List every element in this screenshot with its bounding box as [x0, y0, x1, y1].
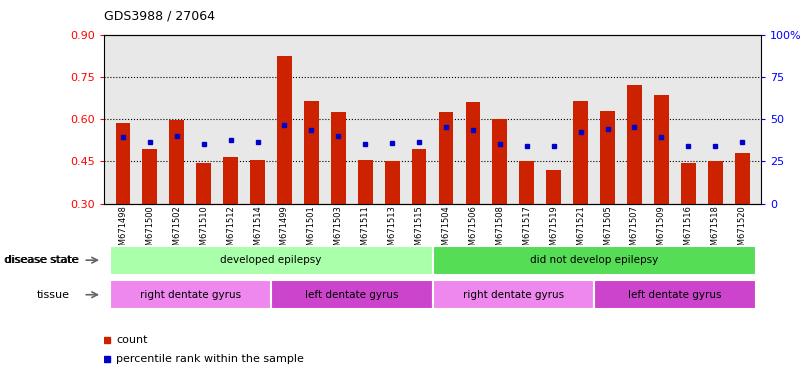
Bar: [433, 246, 755, 275]
Bar: [493, 119, 507, 204]
Bar: [412, 149, 426, 204]
Bar: [439, 112, 453, 204]
Bar: [277, 56, 292, 204]
Bar: [143, 149, 157, 204]
Bar: [169, 121, 184, 204]
Text: tissue: tissue: [37, 290, 70, 300]
Bar: [271, 280, 433, 309]
Bar: [654, 95, 669, 204]
Text: GDS3988 / 27064: GDS3988 / 27064: [104, 10, 215, 23]
Bar: [433, 280, 594, 309]
Text: disease state: disease state: [6, 255, 79, 265]
Bar: [331, 112, 346, 204]
Bar: [519, 161, 534, 204]
Bar: [546, 170, 561, 204]
Bar: [110, 246, 433, 275]
Bar: [304, 101, 319, 204]
Bar: [681, 163, 696, 204]
Bar: [250, 160, 265, 204]
Bar: [384, 161, 400, 204]
Bar: [358, 160, 372, 204]
Text: developed epilepsy: developed epilepsy: [220, 255, 322, 265]
Text: percentile rank within the sample: percentile rank within the sample: [116, 354, 304, 364]
Text: disease state: disease state: [4, 255, 78, 265]
Text: right dentate gyrus: right dentate gyrus: [463, 290, 564, 300]
Text: did not develop epilepsy: did not develop epilepsy: [530, 255, 658, 265]
Bar: [600, 111, 615, 204]
Bar: [574, 101, 588, 204]
Text: left dentate gyrus: left dentate gyrus: [628, 290, 722, 300]
Bar: [115, 123, 131, 204]
Bar: [110, 280, 271, 309]
Bar: [196, 163, 211, 204]
Text: left dentate gyrus: left dentate gyrus: [305, 290, 399, 300]
Bar: [735, 153, 750, 204]
Text: right dentate gyrus: right dentate gyrus: [139, 290, 241, 300]
Text: count: count: [116, 335, 147, 345]
Bar: [223, 157, 238, 204]
Bar: [594, 280, 755, 309]
Bar: [708, 161, 723, 204]
Bar: [465, 102, 481, 204]
Bar: [627, 85, 642, 204]
